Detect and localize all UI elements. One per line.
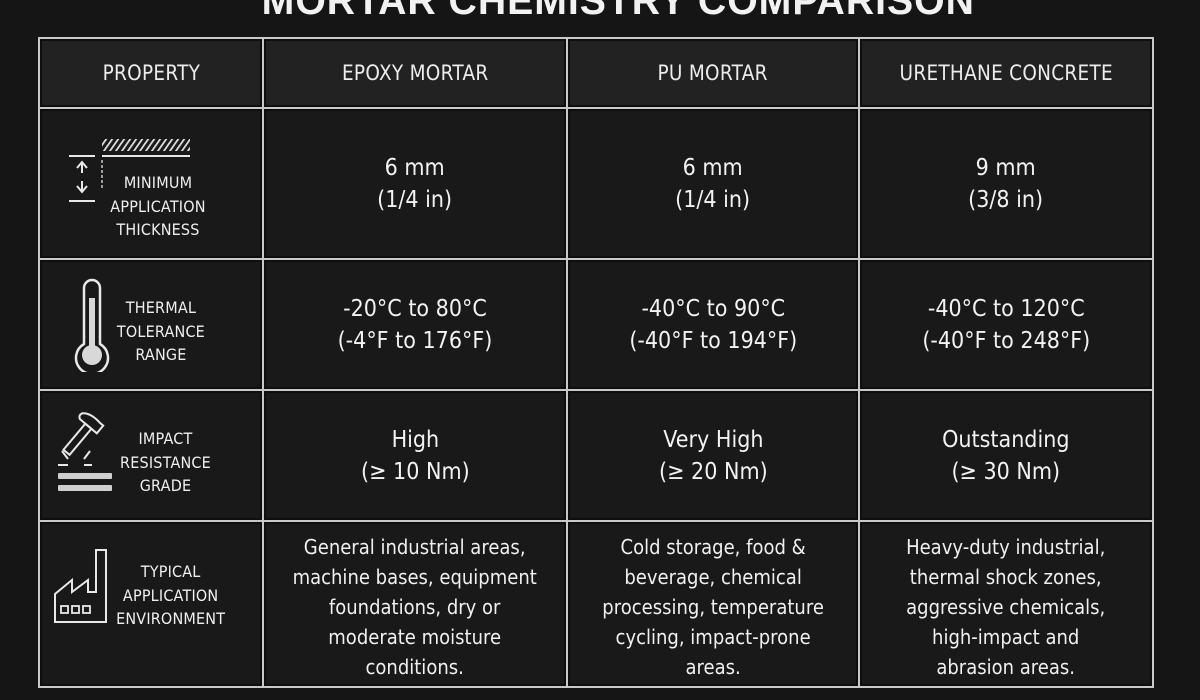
value-cell: 6 mm (1/4 in) bbox=[264, 109, 568, 260]
value-cell: Heavy-duty industrial, thermal shock zon… bbox=[860, 522, 1152, 686]
property-label: TYPICAL APPLICATION ENVIRONMENT bbox=[116, 562, 226, 628]
header-label: PROPERTY bbox=[102, 61, 200, 85]
property-cell-impact: IMPACT RESISTANCE GRADE bbox=[40, 391, 264, 522]
comparison-table: PROPERTY EPOXY MORTAR PU MORTAR URETHANE… bbox=[38, 37, 1154, 688]
value-cell: -40°C to 120°C (-40°F to 248°F) bbox=[860, 260, 1152, 391]
value-cell: Cold storage, food & beverage, chemical … bbox=[568, 522, 860, 686]
property-label: IMPACT RESISTANCE GRADE bbox=[119, 429, 211, 495]
property-cell-environment: TYPICAL APPLICATION ENVIRONMENT bbox=[40, 522, 264, 686]
value-cell: Very High (≥ 20 Nm) bbox=[568, 391, 860, 522]
property-cell-thickness: MINIMUM APPLICATION THICKNESS bbox=[40, 109, 264, 260]
header-label: URETHANE CONCRETE bbox=[899, 61, 1113, 85]
header-pu-mortar: PU MORTAR bbox=[568, 39, 860, 109]
value-cell: 6 mm (1/4 in) bbox=[568, 109, 860, 260]
value-cell: High (≥ 10 Nm) bbox=[264, 391, 568, 522]
header-epoxy-mortar: EPOXY MORTAR bbox=[264, 39, 568, 109]
property-label: MINIMUM APPLICATION THICKNESS bbox=[110, 173, 206, 239]
header-label: EPOXY MORTAR bbox=[341, 61, 489, 85]
property-cell-thermal: THERMAL TOLERANCE RANGE bbox=[40, 260, 264, 391]
header-property: PROPERTY bbox=[40, 39, 264, 109]
value-cell: -40°C to 90°C (-40°F to 194°F) bbox=[568, 260, 860, 391]
page-title: MORTAR CHEMISTRY COMPARISON bbox=[261, 0, 975, 23]
header-urethane-concrete: URETHANE CONCRETE bbox=[860, 39, 1152, 109]
property-label: THERMAL TOLERANCE RANGE bbox=[116, 298, 206, 364]
value-cell: General industrial areas, machine bases,… bbox=[264, 522, 568, 686]
header-label: PU MORTAR bbox=[657, 61, 769, 85]
value-cell: Outstanding (≥ 30 Nm) bbox=[860, 391, 1152, 522]
thermometer-icon bbox=[74, 278, 110, 372]
thickness-icon bbox=[69, 139, 190, 202]
value-cell: -20°C to 80°C (-4°F to 176°F) bbox=[264, 260, 568, 391]
factory-icon bbox=[54, 549, 107, 623]
value-cell: 9 mm (3/8 in) bbox=[860, 109, 1152, 260]
hammer-impact-icon bbox=[58, 412, 112, 491]
